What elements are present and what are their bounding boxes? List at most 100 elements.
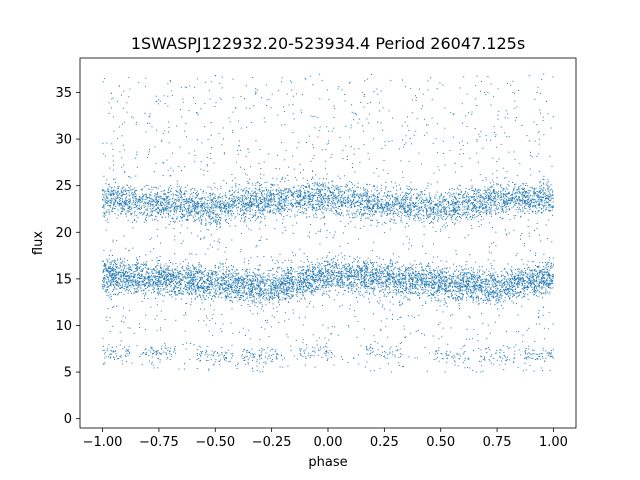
data-point xyxy=(312,194,314,196)
data-point xyxy=(462,197,464,199)
data-point xyxy=(403,195,405,197)
data-point xyxy=(294,191,296,193)
data-point xyxy=(272,177,274,179)
data-point xyxy=(430,275,432,276)
data-point xyxy=(442,211,444,213)
data-point xyxy=(378,192,380,194)
data-point xyxy=(488,296,490,298)
data-point xyxy=(191,211,193,212)
data-point xyxy=(508,185,510,187)
data-point xyxy=(285,201,287,203)
data-point xyxy=(150,213,152,215)
data-point xyxy=(353,191,355,193)
data-point xyxy=(502,206,504,208)
data-point xyxy=(300,199,302,201)
data-point xyxy=(394,196,396,198)
data-point xyxy=(377,199,379,201)
data-point xyxy=(535,211,536,212)
data-point xyxy=(540,189,541,191)
data-point xyxy=(215,207,217,209)
data-point xyxy=(231,197,233,199)
data-point xyxy=(210,195,212,197)
data-point xyxy=(449,210,451,212)
data-point xyxy=(335,206,337,208)
data-point xyxy=(283,216,285,217)
data-point xyxy=(541,271,543,273)
data-point xyxy=(331,198,333,200)
data-point xyxy=(545,207,547,209)
data-point xyxy=(503,193,505,195)
data-point xyxy=(501,197,503,199)
data-point xyxy=(157,212,159,214)
data-point xyxy=(108,280,110,282)
data-point xyxy=(523,183,525,185)
data-point xyxy=(259,200,261,202)
data-point xyxy=(187,200,189,202)
data-point xyxy=(244,278,246,280)
data-point xyxy=(418,219,420,221)
data-point xyxy=(544,204,546,206)
data-point xyxy=(180,216,182,218)
data-point xyxy=(387,277,389,279)
data-point xyxy=(262,196,264,198)
data-point xyxy=(281,214,283,216)
data-point xyxy=(344,196,346,198)
data-point xyxy=(139,202,141,204)
data-point xyxy=(500,199,502,201)
data-point xyxy=(368,201,370,203)
data-point xyxy=(515,202,517,204)
data-point xyxy=(368,282,370,284)
data-point xyxy=(414,189,416,191)
data-point xyxy=(454,210,456,212)
data-point xyxy=(121,205,123,207)
data-point xyxy=(534,199,536,201)
data-point xyxy=(311,286,313,288)
data-point xyxy=(141,189,142,191)
data-point xyxy=(380,187,382,189)
data-point xyxy=(534,193,536,195)
data-point xyxy=(250,278,252,280)
data-point xyxy=(258,199,260,201)
data-point xyxy=(298,190,300,191)
data-point xyxy=(481,196,483,198)
data-point xyxy=(314,194,316,196)
data-point xyxy=(529,208,531,210)
data-point xyxy=(115,205,117,207)
data-point xyxy=(250,194,252,196)
data-point xyxy=(351,203,353,205)
data-point xyxy=(168,186,170,188)
data-point xyxy=(335,264,337,265)
data-point xyxy=(385,186,387,188)
data-point xyxy=(363,187,365,189)
data-point xyxy=(473,210,475,212)
data-point xyxy=(298,202,300,204)
data-point xyxy=(158,211,160,213)
data-point xyxy=(493,204,495,206)
data-point xyxy=(422,275,424,277)
data-point xyxy=(125,212,127,214)
data-point xyxy=(230,212,232,214)
data-point xyxy=(303,204,305,206)
data-point xyxy=(476,284,478,285)
data-point xyxy=(418,206,420,208)
data-point xyxy=(328,201,330,203)
data-point xyxy=(482,207,483,209)
data-point xyxy=(196,203,198,205)
data-point xyxy=(160,214,161,215)
data-point xyxy=(368,206,370,208)
data-point xyxy=(136,206,138,208)
data-point xyxy=(467,207,468,209)
data-point xyxy=(313,194,315,196)
data-point xyxy=(453,201,455,203)
data-point xyxy=(526,202,527,204)
data-point xyxy=(212,217,214,219)
data-point xyxy=(378,205,379,207)
data-point xyxy=(490,186,492,188)
data-point xyxy=(531,273,533,275)
data-point xyxy=(260,208,262,210)
data-point xyxy=(143,205,145,207)
data-point xyxy=(156,208,158,210)
data-point xyxy=(394,201,396,203)
data-point xyxy=(193,291,195,293)
data-point xyxy=(176,191,178,193)
